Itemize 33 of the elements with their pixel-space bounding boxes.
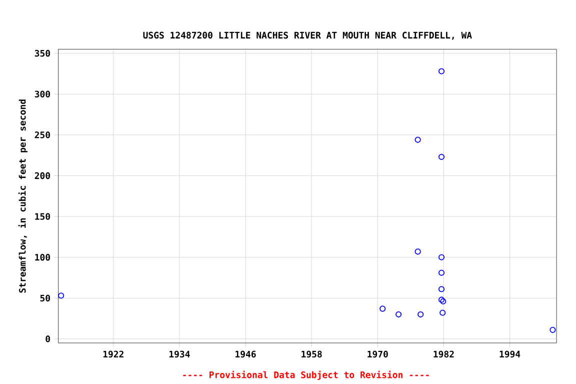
x-tick-label: 1946 (236, 350, 256, 358)
point (440, 298, 446, 304)
x-tick-label: 1970 (368, 350, 388, 358)
y-tick-label: 0 (46, 335, 50, 342)
y-axis-title: Streamflow, in cubic feet per second (18, 100, 28, 293)
y-tick-label: 50 (40, 294, 50, 302)
point (396, 311, 402, 318)
x-tick-label: 1958 (302, 350, 322, 358)
x-tick-label: 1934 (169, 350, 190, 358)
point (440, 310, 446, 316)
y-tick-label: 200 (34, 172, 50, 180)
point (438, 296, 445, 303)
point (438, 154, 445, 160)
point (438, 270, 445, 276)
point (414, 248, 421, 255)
chart-title: USGS 12487200 LITTLE NACHES RIVER AT MOUTH NEAR CLIFFDELL, WA (143, 32, 472, 40)
point (380, 306, 386, 312)
x-tick-label: 1994 (500, 350, 520, 358)
y-tick-label: 300 (34, 90, 50, 98)
y-tick-label: 350 (34, 50, 50, 57)
point (550, 326, 556, 333)
y-tick-label: 150 (35, 213, 50, 220)
y-tick-label: 250 (34, 131, 50, 138)
point (418, 311, 424, 318)
text: ---- Provisional Data Subject to Revision ---- (183, 370, 429, 380)
point (438, 68, 445, 74)
point (438, 286, 445, 292)
point (58, 292, 64, 299)
point (438, 254, 445, 260)
x-tick-label: 1982 (434, 350, 454, 358)
y-tick-label: 100 (35, 254, 50, 261)
x-tick-label: 1922 (103, 350, 124, 358)
point (414, 136, 421, 143)
